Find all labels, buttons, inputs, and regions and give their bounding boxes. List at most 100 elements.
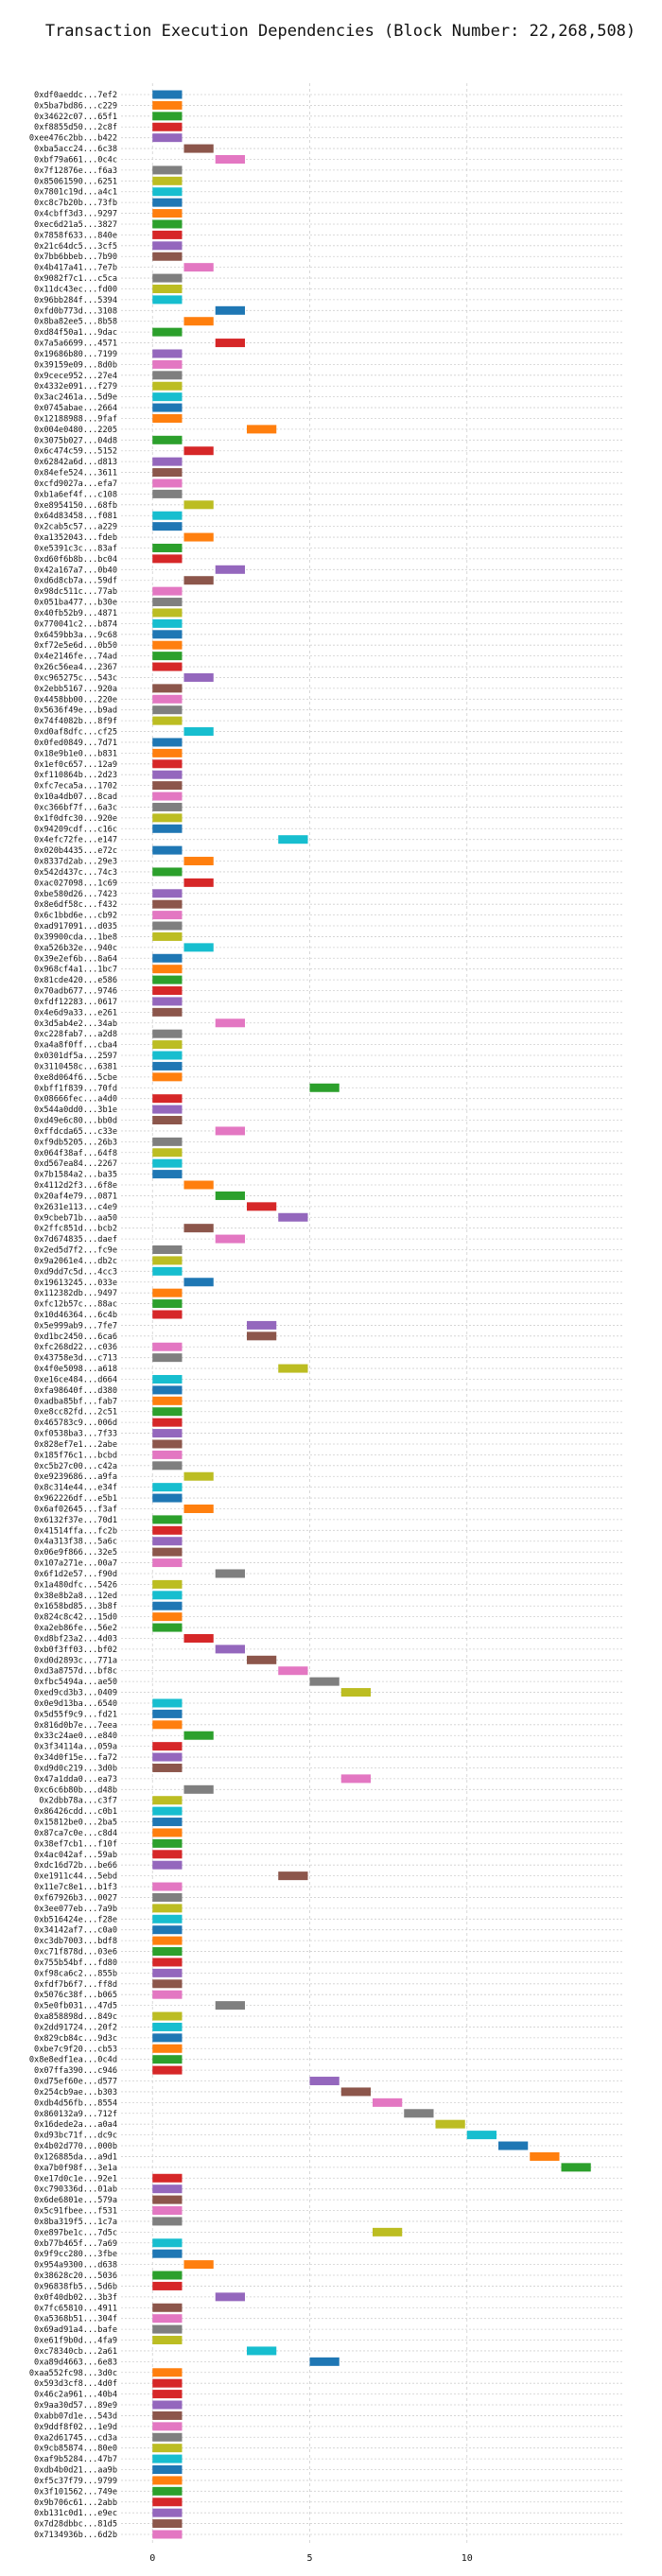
task-bar	[152, 1439, 183, 1449]
tx-label: 0x62842a6d...d813	[34, 458, 117, 467]
task-bar	[152, 2033, 183, 2043]
tx-label: 0xdb4d56fb...8554	[34, 2098, 117, 2108]
tx-label: 0xc78340cb...2a61	[34, 2347, 117, 2357]
task-bar	[183, 532, 214, 542]
task-bar	[561, 2163, 591, 2172]
task-bar	[152, 1818, 183, 1827]
tx-label: 0xe17d0c1e...92e1	[34, 2174, 117, 2184]
tx-label: 0x3110458c...6381	[34, 1062, 117, 1071]
task-bar	[152, 1882, 183, 1891]
task-bar	[340, 1774, 371, 1784]
task-bar	[152, 381, 183, 391]
tx-label: 0xfbc5494a...ae50	[34, 1678, 117, 1687]
task-bar	[215, 2001, 245, 2010]
tx-label: 0x8c314e44...e34f	[34, 1484, 117, 1493]
tx-label: 0xcfd9027a...efa7	[34, 479, 117, 489]
task-bar	[215, 305, 245, 315]
tx-label: 0x5ba7bd86...c229	[34, 101, 117, 111]
tx-label: 0xdb4b0d21...aa9b	[34, 2466, 117, 2476]
tx-label: 0xfc7eca5a...1702	[34, 782, 117, 792]
tx-label: 0xdc16d72b...be66	[34, 1861, 117, 1871]
tx-label: 0x94209cdf...c16c	[34, 825, 117, 834]
tx-label: 0xf0538ba3...7f33	[34, 1430, 117, 1439]
task-bar	[152, 122, 183, 131]
tx-label: 0xc5b27c00...c42a	[34, 1462, 117, 1471]
task-bar	[152, 1579, 183, 1589]
task-bar	[152, 802, 183, 811]
task-bar	[152, 1925, 183, 1935]
task-bar	[183, 672, 214, 682]
tx-label: 0xbe7c9f20...cb53	[34, 2045, 117, 2054]
task-bar	[152, 770, 183, 779]
task-bar	[404, 2109, 434, 2118]
task-bar	[152, 813, 183, 823]
task-bar	[152, 165, 183, 175]
task-bar	[152, 1936, 183, 1945]
tx-label: 0x12188988...9faf	[34, 414, 117, 424]
task-bar	[215, 1018, 245, 1028]
task-bar	[247, 2346, 277, 2356]
task-bar	[152, 241, 183, 251]
task-bar	[152, 1418, 183, 1427]
task-bar	[152, 792, 183, 801]
tx-label: 0x829cb84c...9d3c	[34, 2034, 117, 2044]
task-bar	[152, 2444, 183, 2453]
tx-label: 0xd8bf23a2...4d03	[34, 1634, 117, 1644]
tx-label: 0xd9d0c219...3d0b	[34, 1764, 117, 1773]
task-bar	[152, 403, 183, 412]
task-bar	[152, 2336, 183, 2345]
task-bar	[152, 694, 183, 704]
task-bar	[152, 824, 183, 833]
tx-label: 0xe61f9b0d...4fa9	[34, 2337, 117, 2346]
task-bar	[152, 295, 183, 305]
tx-label: 0x1ef0c657...12a9	[34, 760, 117, 770]
task-bar	[152, 112, 183, 121]
tx-label: 0x7858f633...840e	[34, 231, 117, 240]
task-bar	[152, 2476, 183, 2485]
tx-label: 0x0745abae...2664	[34, 404, 117, 413]
task-bar	[183, 263, 214, 272]
task-bar	[152, 2065, 183, 2075]
task-bar	[215, 1645, 245, 1654]
tx-label: 0x0e9d13ba...6540	[34, 1699, 117, 1709]
tx-label: 0xa89d4663...6e83	[34, 2358, 117, 2367]
tx-label: 0xa2eb86fe...56e2	[34, 1624, 117, 1633]
task-bar	[152, 511, 183, 520]
task-bar	[152, 554, 183, 564]
tx-label: 0x8ba82ee5...8b58	[34, 318, 117, 327]
tx-label: 0x70adb677...9746	[34, 987, 117, 997]
tx-label: 0x6af02645...f3af	[34, 1505, 117, 1514]
task-bar	[152, 1601, 183, 1610]
task-bar	[183, 2260, 214, 2270]
tx-label: 0xe16ce484...d664	[34, 1375, 117, 1384]
task-bar	[152, 522, 183, 531]
tx-label: 0x4e6d9a33...e261	[34, 1008, 117, 1018]
task-bar	[152, 1029, 183, 1038]
tx-label: 0x2ebb5167...920a	[34, 685, 117, 694]
task-bar	[152, 716, 183, 725]
task-bar	[152, 748, 183, 757]
tx-label: 0x051ba477...b30e	[34, 599, 117, 608]
tx-label: 0x18e9b1e0...b831	[34, 749, 117, 758]
tx-label: 0x98dc511c...77ab	[34, 587, 117, 597]
task-bar	[152, 1450, 183, 1459]
tx-label: 0x81cde420...e586	[34, 976, 117, 985]
tx-label: 0xd1bc2450...6ca6	[34, 1332, 117, 1342]
tx-label: 0x3f101562...749e	[34, 2487, 117, 2497]
bars-layer	[152, 90, 591, 2539]
tx-label: 0xba5acc24...6c38	[34, 145, 117, 154]
tx-label: 0x185f76c1...bcbd	[34, 1451, 117, 1460]
tx-label: 0xbff1f839...70fd	[34, 1084, 117, 1093]
tx-label: 0x7f12876e...f6a3	[34, 166, 117, 176]
tx-label: 0x860132a9...712f	[34, 2110, 117, 2119]
task-bar	[152, 1968, 183, 1977]
task-bar	[183, 1731, 214, 1740]
tx-label: 0x9cbeb71b...aa50	[34, 1213, 117, 1223]
task-bar	[152, 1407, 183, 1417]
task-bar	[152, 1288, 183, 1297]
task-bar	[278, 1871, 308, 1881]
task-bar	[152, 2486, 183, 2496]
tx-label: 0xabb07d1e...543d	[34, 2411, 117, 2421]
task-bar	[247, 425, 277, 434]
